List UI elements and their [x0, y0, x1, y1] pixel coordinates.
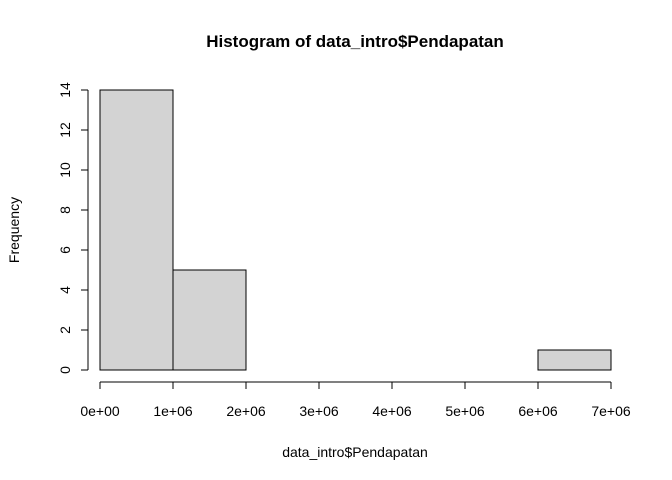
- x-tick-label: 1e+06: [153, 403, 193, 419]
- histogram-bar-6: [537, 349, 612, 371]
- bars-group: [99, 89, 612, 371]
- y-tick-label: 12: [57, 122, 73, 138]
- x-axis: 0e+00 1e+06 2e+06 3e+06 4e+06 5e+06 6e+06 7e+06: [80, 381, 631, 419]
- y-tick-label: 0: [57, 366, 73, 374]
- x-tick-label: 5e+06: [445, 403, 485, 419]
- x-tick-label: 6e+06: [518, 403, 558, 419]
- histogram-bar-0: [99, 89, 174, 371]
- histogram-bar-1: [172, 269, 247, 371]
- x-tick-label: 0e+00: [80, 403, 120, 419]
- y-tick-label: 8: [57, 206, 73, 214]
- x-tick-label: 3e+06: [299, 403, 339, 419]
- y-tick-label: 6: [57, 246, 73, 254]
- y-tick-label: 10: [57, 162, 73, 178]
- y-tick-label: 14: [57, 82, 73, 98]
- y-axis: 0 2 4 6 8 10 12 14: [57, 82, 89, 374]
- x-tick-label: 4e+06: [372, 403, 412, 419]
- x-tick-label: 7e+06: [591, 403, 631, 419]
- y-axis-label: Frequency: [6, 197, 22, 263]
- chart-title: Histogram of data_intro$Pendapatan: [206, 32, 504, 51]
- y-tick-label: 2: [57, 326, 73, 334]
- y-tick-label: 4: [57, 286, 73, 294]
- x-axis-label: data_intro$Pendapatan: [282, 444, 428, 460]
- x-tick-label: 2e+06: [226, 403, 266, 419]
